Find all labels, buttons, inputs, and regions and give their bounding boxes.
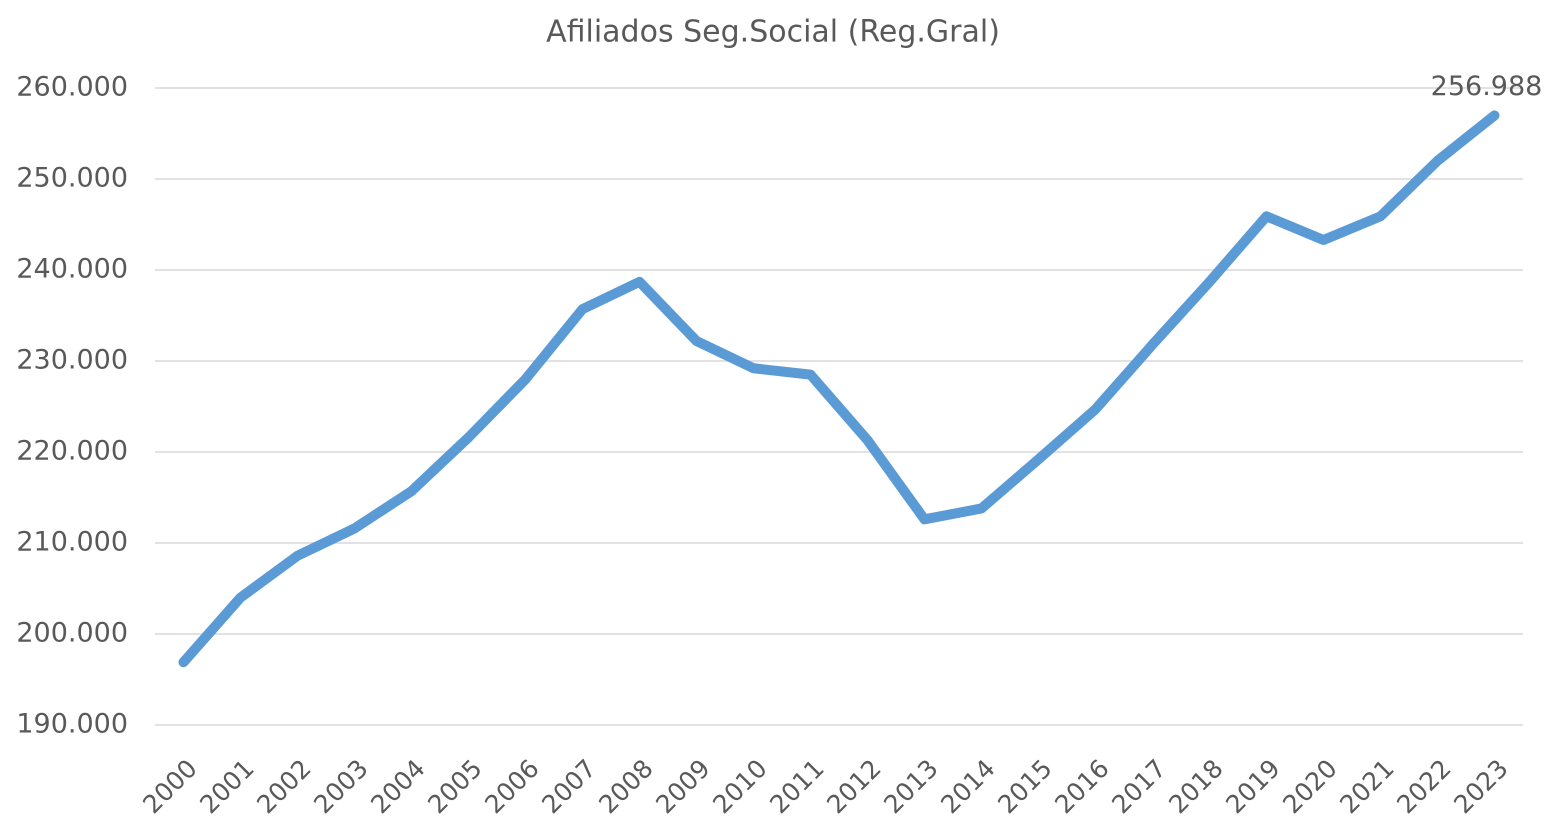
x-tick-label: 2014 (935, 754, 1000, 816)
y-tick-label: 250.000 (16, 163, 128, 194)
x-tick-label: 2021 (1334, 754, 1399, 816)
y-tick-label: 200.000 (16, 618, 128, 649)
x-tick-label: 2018 (1163, 754, 1228, 816)
x-tick-label: 2022 (1391, 754, 1456, 816)
x-tick-label: 2006 (479, 754, 544, 816)
data-label: 256.988 (1431, 71, 1543, 102)
x-tick-label: 2011 (764, 754, 829, 816)
chart-title: Afiliados Seg.Social (Reg.Gral) (546, 15, 1000, 50)
x-tick-label: 2023 (1448, 754, 1513, 816)
x-tick-label: 2000 (137, 754, 202, 816)
x-tick-label: 2001 (194, 754, 259, 816)
x-tick-label: 2020 (1277, 754, 1342, 816)
x-tick-label: 2016 (1049, 754, 1114, 816)
y-tick-label: 220.000 (16, 436, 128, 467)
x-tick-label: 2004 (365, 754, 430, 816)
x-tick-label: 2010 (707, 754, 772, 816)
x-tick-label: 2017 (1106, 754, 1171, 816)
x-tick-label: 2019 (1220, 754, 1285, 816)
x-tick-label: 2008 (593, 754, 658, 816)
x-tick-label: 2003 (308, 754, 373, 816)
y-tick-label: 240.000 (16, 254, 128, 285)
y-tick-label: 230.000 (16, 345, 128, 376)
x-tick-label: 2009 (650, 754, 715, 816)
y-tick-label: 190.000 (16, 709, 128, 740)
y-tick-label: 260.000 (16, 72, 128, 103)
x-tick-label: 2005 (422, 754, 487, 816)
x-tick-label: 2013 (878, 754, 943, 816)
x-tick-label: 2002 (251, 754, 316, 816)
line (178, 110, 1500, 668)
x-tick-label: 2012 (821, 754, 886, 816)
y-tick-label: 210.000 (16, 527, 128, 558)
x-tick-label: 2007 (536, 754, 601, 816)
x-tick-label: 2015 (992, 754, 1057, 816)
